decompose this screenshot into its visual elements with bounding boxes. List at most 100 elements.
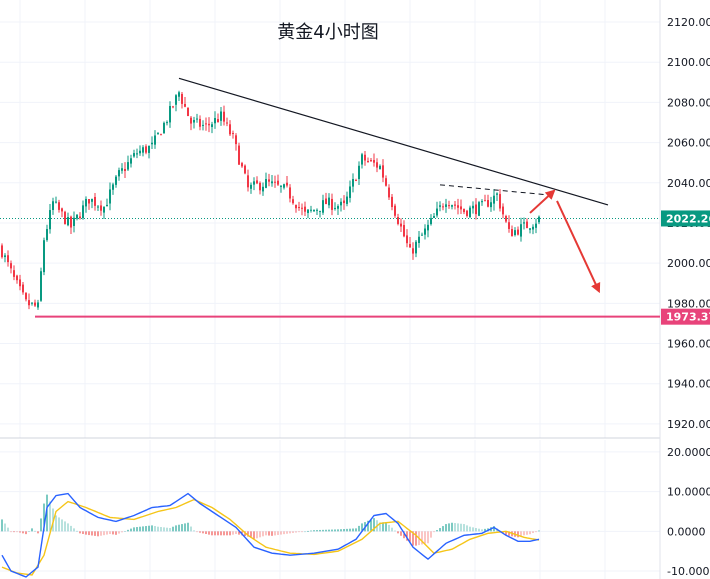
- candle-body: [418, 236, 420, 243]
- macd-histogram-bar: [337, 529, 339, 532]
- candle-body: [259, 182, 261, 191]
- macd-histogram-bar: [103, 531, 105, 536]
- candle-body: [529, 228, 531, 230]
- macd-histogram-bar: [400, 531, 402, 536]
- candle-body: [121, 168, 123, 171]
- candle-body: [430, 218, 432, 225]
- candle-body: [433, 216, 435, 218]
- signal-line: [1, 498, 540, 576]
- macd-histogram-bar: [22, 531, 24, 534]
- candle-body: [70, 216, 72, 228]
- candle-body: [181, 93, 183, 104]
- macd-histogram-bar: [10, 531, 12, 533]
- candle-body: [385, 178, 387, 186]
- macd-histogram-bar: [328, 529, 330, 532]
- macd-histogram-bar: [358, 525, 360, 532]
- candle-body: [97, 206, 99, 208]
- macd-histogram-bar: [334, 529, 336, 532]
- macd-histogram-bar: [196, 531, 198, 533]
- candle-body: [298, 207, 300, 209]
- price-tick-label: 1920.000: [667, 418, 710, 431]
- candle-body: [151, 142, 153, 145]
- macd-histogram-bar: [517, 531, 519, 538]
- candle-body: [100, 205, 102, 211]
- macd-histogram-bar: [13, 531, 15, 533]
- macd-histogram-bar: [208, 531, 210, 535]
- candle-body: [478, 202, 480, 216]
- candle-body: [139, 150, 141, 154]
- macd-histogram-bar: [268, 531, 270, 536]
- macd-histogram-bar: [325, 529, 327, 532]
- candle-body: [109, 189, 111, 204]
- macd-tick-label: -10.0000: [667, 565, 710, 578]
- candle-body: [322, 200, 324, 213]
- macd-histogram-bar: [226, 531, 228, 536]
- macd-tick-label: 0.0000: [667, 525, 706, 538]
- candle-body: [55, 201, 57, 203]
- candle-body: [241, 163, 243, 167]
- candle-body: [454, 204, 456, 206]
- candle-body: [7, 255, 9, 263]
- macd-histogram-bar: [130, 528, 132, 532]
- macd-histogram-bar: [271, 531, 273, 536]
- candle-body: [451, 205, 453, 207]
- macd-histogram-bar: [124, 531, 126, 532]
- candle-body: [331, 198, 333, 210]
- candle-body: [277, 180, 279, 185]
- macd-histogram-bar: [211, 531, 213, 536]
- candle-body: [19, 279, 21, 287]
- macd-histogram-bar: [457, 523, 459, 532]
- macd-axis[interactable]: 20.0000 10.0000 0.0000 -10.0000: [667, 446, 710, 578]
- macd-histogram-bar: [466, 525, 468, 532]
- macd-histogram-bar: [229, 531, 231, 536]
- macd-histogram-bar: [313, 530, 315, 532]
- candle-body: [370, 160, 372, 162]
- macd-histogram-bar: [232, 531, 234, 535]
- candle-body: [403, 225, 405, 237]
- candle-body: [505, 215, 507, 222]
- candle-body: [358, 165, 360, 180]
- candle-body: [511, 229, 513, 237]
- macd-histogram-bar: [454, 523, 456, 532]
- support-price-label: 1973.375: [666, 311, 710, 324]
- candle-body: [256, 180, 258, 184]
- macd-histogram-bar: [109, 531, 111, 534]
- candle-body: [421, 234, 423, 236]
- candle-body: [523, 222, 525, 224]
- candle-body: [379, 165, 381, 169]
- candle-body: [319, 210, 321, 212]
- price-tick-label: 1960.000: [667, 338, 710, 351]
- macd-histogram-bar: [79, 531, 81, 534]
- macd-histogram-bar: [427, 531, 429, 544]
- candle-body: [481, 201, 483, 203]
- candle-body: [535, 223, 537, 228]
- macd-histogram-bar: [319, 529, 321, 532]
- candle-body: [43, 240, 45, 273]
- macd-histogram-bar: [343, 529, 345, 532]
- candle-body: [346, 196, 348, 204]
- macd-histogram-bar: [76, 530, 78, 532]
- macd-histogram-bar: [409, 531, 411, 544]
- candle-body: [289, 187, 291, 199]
- candle-body: [400, 223, 402, 227]
- candle-body: [307, 209, 309, 214]
- candle-body: [361, 154, 363, 165]
- candle-body: [442, 206, 444, 208]
- candle-body: [244, 165, 246, 174]
- candle-body: [145, 146, 147, 153]
- macd-histogram-bar: [262, 531, 264, 537]
- macd-histogram-bar: [94, 531, 96, 536]
- candle-body: [292, 199, 294, 204]
- macd-histogram-bar: [259, 531, 261, 538]
- macd-histogram-bar: [388, 524, 390, 532]
- candle-body: [406, 235, 408, 244]
- macd-histogram-bar: [55, 515, 57, 532]
- up-arrow: [529, 189, 556, 214]
- macd-histogram-bar: [85, 531, 87, 535]
- candle-body: [463, 208, 465, 213]
- candle-body: [214, 118, 216, 124]
- macd-histogram-bar: [88, 531, 90, 536]
- candle-body: [4, 255, 6, 258]
- macd-histogram-bar: [484, 528, 486, 532]
- macd-histogram-bar: [46, 494, 48, 532]
